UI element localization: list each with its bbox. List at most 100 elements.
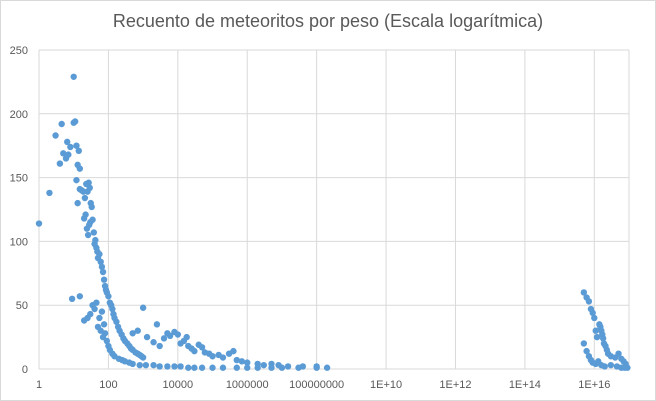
data-point	[142, 361, 150, 369]
data-point	[615, 350, 622, 357]
x-tick-label: 10000	[163, 379, 194, 391]
data-point	[84, 231, 92, 239]
data-point	[113, 318, 120, 325]
data-point	[624, 364, 631, 371]
data-point	[65, 151, 72, 158]
data-point	[86, 184, 93, 192]
y-tick-label: 150	[10, 173, 28, 185]
data-point	[183, 333, 190, 341]
data-point	[89, 216, 96, 223]
data-point	[323, 364, 331, 371]
data-point	[166, 332, 174, 340]
data-point	[99, 268, 107, 276]
data-point	[71, 118, 79, 125]
data-point	[58, 120, 65, 128]
data-point	[219, 354, 227, 361]
data-point	[105, 293, 112, 300]
x-tick-label: 100	[99, 379, 117, 391]
data-point	[233, 364, 240, 371]
data-point	[299, 363, 307, 370]
data-point	[98, 263, 106, 271]
data-point	[129, 330, 136, 337]
data-point	[275, 361, 282, 369]
chart-title: Recuento de meteoritos por peso (Escala …	[112, 11, 544, 31]
data-point	[96, 250, 103, 258]
data-point	[150, 361, 157, 369]
data-point	[129, 360, 136, 368]
data-point	[233, 356, 240, 364]
data-point	[136, 361, 143, 369]
data-point	[580, 289, 588, 296]
data-point	[580, 340, 588, 347]
data-point	[60, 150, 67, 157]
data-point	[599, 335, 607, 342]
data-point	[82, 211, 89, 218]
data-point	[209, 364, 216, 371]
data-point	[94, 323, 102, 331]
data-point	[607, 361, 615, 369]
data-point	[153, 321, 161, 328]
data-point	[254, 360, 261, 368]
y-tick-label: 200	[10, 109, 28, 121]
x-tick-label: 1E+12	[439, 379, 471, 391]
data-point	[143, 333, 151, 341]
data-point	[98, 308, 106, 315]
data-point	[583, 347, 590, 355]
x-tick-label: 1E+16	[578, 379, 610, 391]
x-tick-label: 1E+14	[509, 379, 541, 391]
data-point	[87, 310, 94, 318]
data-point	[591, 314, 598, 322]
data-point	[160, 335, 168, 342]
y-tick-label: 0	[22, 364, 28, 376]
data-point	[81, 194, 89, 202]
data-point	[174, 331, 182, 338]
data-point	[260, 361, 267, 369]
data-point	[601, 363, 608, 370]
data-point	[52, 132, 59, 139]
data-point	[96, 314, 103, 322]
data-point	[100, 321, 108, 328]
data-point	[64, 138, 71, 146]
data-point	[191, 347, 198, 355]
data-point	[93, 299, 100, 306]
data-point	[164, 363, 171, 370]
data-point	[198, 364, 206, 371]
data-point	[156, 342, 163, 350]
data-point	[88, 203, 95, 211]
data-point	[90, 229, 98, 236]
data-point	[100, 276, 108, 283]
data-point	[139, 354, 147, 361]
data-point	[75, 147, 82, 155]
data-point	[76, 293, 84, 300]
data-point	[185, 364, 192, 371]
data-point	[73, 176, 80, 184]
data-point	[268, 360, 275, 368]
data-point	[592, 327, 599, 334]
y-tick-label: 250	[10, 45, 28, 57]
data-point	[238, 358, 246, 365]
data-point	[46, 189, 53, 197]
data-point	[230, 347, 237, 355]
x-tick-label: 1E+10	[370, 379, 402, 391]
data-point	[134, 327, 141, 334]
data-point	[67, 143, 74, 151]
data-point	[109, 305, 116, 313]
data-point	[191, 364, 198, 371]
data-point	[156, 363, 163, 370]
data-point	[198, 344, 206, 351]
data-point	[101, 330, 109, 337]
data-point	[585, 298, 593, 305]
y-tick-label: 50	[16, 300, 28, 312]
data-point	[74, 199, 81, 207]
data-point	[76, 165, 84, 172]
data-point	[70, 73, 77, 80]
x-tick-label: 1	[36, 379, 42, 391]
data-point	[103, 337, 111, 345]
data-point	[209, 353, 216, 360]
data-point	[56, 160, 64, 167]
data-point	[97, 258, 104, 266]
data-point	[219, 364, 227, 371]
data-point	[589, 309, 596, 317]
